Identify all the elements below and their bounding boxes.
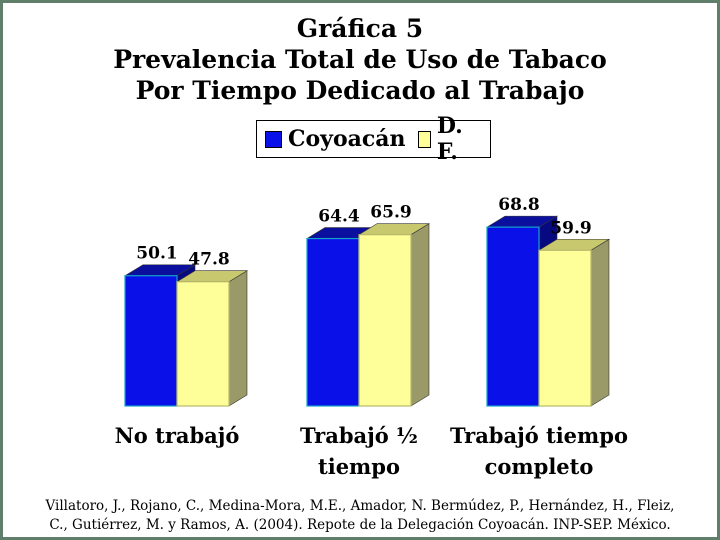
bar-coyoacan-2-front	[486, 226, 540, 407]
bar-df-0-side	[228, 270, 248, 407]
category-label-2-1: completo	[485, 454, 594, 479]
legend-swatch-coyoacan	[265, 130, 282, 148]
bar-df-0-front	[176, 281, 230, 407]
legend-label-df: D. F.	[436, 113, 463, 165]
title-line-2: Prevalencia Total de Uso de Tabaco	[113, 45, 607, 74]
source-citation: Villatoro, J., Rojano, C., Medina-Mora, …	[3, 497, 717, 535]
bar-df-2-side	[590, 238, 610, 407]
value-label-df-2: 59.9	[550, 218, 591, 238]
legend-entry-df: D. F.	[417, 113, 478, 165]
category-label-1-0: Trabajó ½	[300, 423, 418, 448]
title-line-1: Gráfica 5	[296, 14, 424, 43]
category-label-0-0: No trabajó	[115, 423, 240, 448]
value-label-coyoacan-2: 68.8	[498, 195, 539, 215]
source-line-2: C., Gutiérrez, M. y Ramos, A. (2004). Re…	[49, 517, 671, 533]
value-label-df-1: 65.9	[370, 203, 411, 223]
chart-legend: Coyoacán D. F.	[256, 113, 491, 165]
legend-entry-coyoacan: Coyoacán	[265, 126, 406, 152]
slide-frame: Gráfica 5 Prevalencia Total de Uso de Ta…	[3, 3, 717, 537]
bar-df-2-front	[538, 249, 592, 407]
bar-chart: 50.1 47.8 No trabajó 64.4 65.9 Trabajó ½ tiemp…	[115, 195, 628, 479]
legend-label-coyoacan: Coyoacán	[288, 126, 406, 152]
bar-coyoacan-0-front	[124, 275, 178, 407]
value-label-coyoacan-1: 64.4	[318, 207, 360, 227]
bar-df-1-front	[358, 234, 412, 407]
category-label-1-1: tiempo	[318, 454, 400, 479]
legend-swatch-df	[417, 130, 431, 148]
bar-coyoacan-1-front	[306, 237, 360, 407]
value-label-coyoacan-0: 50.1	[136, 244, 177, 264]
value-label-df-0: 47.8	[188, 250, 229, 270]
source-line-1: Villatoro, J., Rojano, C., Medina-Mora, …	[45, 498, 675, 514]
category-label-2-0: Trabajó tiempo	[450, 423, 628, 448]
bar-df-1-side	[410, 223, 430, 407]
title-line-3: Por Tiempo Dedicado al Trabajo	[135, 76, 585, 105]
chart-title: Gráfica 5 Prevalencia Total de Uso de Ta…	[3, 13, 717, 106]
